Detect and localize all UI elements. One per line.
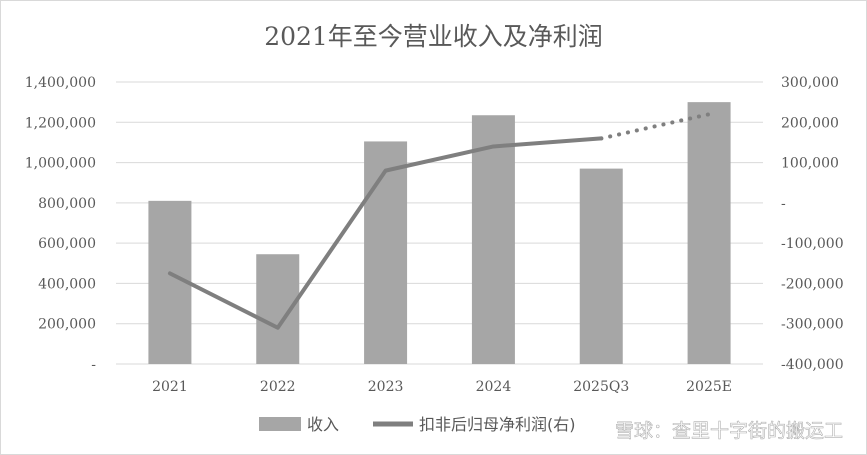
revenue-bar <box>579 168 623 364</box>
right-tick-label: 100,000 <box>781 156 839 172</box>
left-tick-label: 1,200,000 <box>25 115 96 131</box>
profit-line-dotted <box>599 112 712 141</box>
legend-bar-swatch <box>259 417 301 431</box>
right-tick-label: -300,000 <box>781 317 844 333</box>
right-tick-label: 300,000 <box>781 75 839 91</box>
profit-line <box>167 112 712 330</box>
left-tick-label: 1,000,000 <box>25 156 96 172</box>
legend: 收入 扣非后归母净利润(右) <box>259 415 576 434</box>
x-tick-label: 2025Q3 <box>573 379 629 395</box>
left-tick-label: 800,000 <box>38 196 96 212</box>
x-tick-label: 2024 <box>476 379 512 395</box>
left-tick-label: 600,000 <box>38 236 96 252</box>
x-tick-label: 2021 <box>152 379 188 395</box>
left-tick-label: - <box>91 357 96 373</box>
right-tick-label: -200,000 <box>781 276 844 292</box>
left-tick-label: 200,000 <box>38 317 96 333</box>
revenue-bar <box>364 141 408 364</box>
watermark: 雪球：查里十字街的搬运工 <box>615 420 843 442</box>
left-axis: - 200,000 400,000 600,000 800,000 1,000,000 1,… <box>25 75 97 373</box>
right-tick-label: -400,000 <box>781 357 844 373</box>
legend-bar-label: 收入 <box>307 415 339 434</box>
revenue-bars <box>148 102 731 365</box>
revenue-bar <box>687 102 731 365</box>
revenue-bar <box>471 115 515 364</box>
x-tick-label: 2023 <box>368 379 404 395</box>
profit-line-solid <box>167 136 604 330</box>
left-tick-label: 400,000 <box>38 276 96 292</box>
grid-lines <box>116 81 763 365</box>
left-tick-label: 1,400,000 <box>25 75 96 91</box>
right-tick-label: -100,000 <box>781 236 844 252</box>
right-axis: -400,000-300,000-200,000-100,000-100,000… <box>781 75 844 373</box>
right-tick-label: 200,000 <box>781 115 839 131</box>
x-axis: 2021 2022 2023 2024 2025Q3 2025E <box>152 379 732 395</box>
chart-title: 2021年至今营业收入及净利润 <box>264 22 603 51</box>
right-tick-label: - <box>781 196 786 212</box>
x-tick-label: 2025E <box>686 379 732 395</box>
x-tick-label: 2022 <box>260 379 296 395</box>
legend-line-label: 扣非后归母净利润(右) <box>419 415 576 434</box>
